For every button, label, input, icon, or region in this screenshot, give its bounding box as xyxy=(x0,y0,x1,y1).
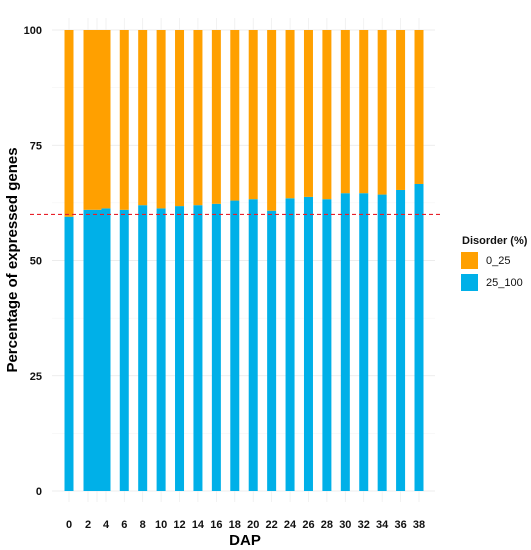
y-tick-label: 0 xyxy=(36,486,42,498)
bar-0_25-34 xyxy=(377,30,387,195)
bar-25_100-14 xyxy=(193,205,203,491)
x-tick-label: 32 xyxy=(358,519,370,531)
bar-25_100-24 xyxy=(285,198,295,491)
bar-25_100-28 xyxy=(322,199,332,491)
bar-0_25-8 xyxy=(138,30,148,206)
bar-0_25-4 xyxy=(101,30,111,209)
x-tick-label: 26 xyxy=(302,519,314,531)
bar-0_25-6 xyxy=(119,30,129,210)
bar-25_100-3 xyxy=(92,209,102,492)
bar-25_100-32 xyxy=(359,193,369,491)
bar-0_25-36 xyxy=(396,30,406,190)
bar-25_100-26 xyxy=(303,196,313,491)
bar-0_25-16 xyxy=(211,30,221,204)
legend-label-25_100: 25_100 xyxy=(486,277,523,289)
x-tick-label: 8 xyxy=(140,519,146,531)
bar-0_25-22 xyxy=(267,30,277,211)
bar-0_25-3 xyxy=(92,30,102,210)
bar-25_100-4 xyxy=(101,208,111,492)
bar-0_25-32 xyxy=(359,30,369,194)
bar-0_25-0 xyxy=(64,30,74,217)
x-axis-title: DAP xyxy=(229,532,261,549)
bar-0_25-10 xyxy=(156,30,166,209)
bar-25_100-22 xyxy=(267,210,277,491)
bar-25_100-10 xyxy=(156,208,166,492)
bar-0_25-14 xyxy=(193,30,203,206)
bar-0_25-30 xyxy=(340,30,350,194)
x-axis-ticks: 0 2 4 6 8 10 12 14 16 18 20 22 24 26 28 30 32 34 36 38 xyxy=(66,519,425,531)
bar-25_100-8 xyxy=(138,205,148,491)
x-tick-label: 12 xyxy=(173,519,185,531)
x-tick-label: 34 xyxy=(376,519,389,531)
legend-label-0_25: 0_25 xyxy=(486,255,510,267)
bar-25_100-34 xyxy=(377,194,387,491)
bar-0_25-26 xyxy=(303,30,313,197)
y-tick-label: 100 xyxy=(24,25,42,37)
y-tick-label: 25 xyxy=(30,371,42,383)
bar-0_25-20 xyxy=(248,30,258,200)
x-tick-label: 28 xyxy=(321,519,333,531)
bar-25_100-6 xyxy=(119,209,129,492)
legend-swatch-0_25 xyxy=(461,252,478,269)
bar-25_100-30 xyxy=(340,193,350,491)
x-tick-label: 22 xyxy=(266,519,278,531)
legend-title: Disorder (%) xyxy=(462,235,528,247)
bar-25_100-36 xyxy=(396,189,406,492)
x-tick-label: 4 xyxy=(103,519,110,531)
bar-25_100-38 xyxy=(414,183,424,491)
bar-0_25-38 xyxy=(414,30,424,184)
legend: Disorder (%) 0_25 25_100 xyxy=(461,235,528,291)
bar-0_25-28 xyxy=(322,30,332,200)
y-tick-label: 50 xyxy=(30,256,42,268)
x-tick-label: 14 xyxy=(192,519,205,531)
bar-0_25-24 xyxy=(285,30,295,199)
bar-25_100-18 xyxy=(230,200,240,491)
bar-25_100-12 xyxy=(175,206,185,492)
y-axis-title: Percentage of expressed genes xyxy=(4,147,21,372)
x-tick-label: 24 xyxy=(284,519,297,531)
x-tick-label: 20 xyxy=(247,519,259,531)
bar-0_25-18 xyxy=(230,30,240,201)
legend-swatch-25_100 xyxy=(461,274,478,291)
x-tick-label: 0 xyxy=(66,519,72,531)
y-axis-ticks: 0 25 50 75 100 xyxy=(24,25,42,498)
x-tick-label: 38 xyxy=(413,519,425,531)
bar-25_100-2 xyxy=(83,209,93,492)
x-tick-label: 2 xyxy=(85,519,91,531)
bar-0_25-12 xyxy=(175,30,185,207)
bar-25_100-16 xyxy=(211,203,221,491)
x-tick-label: 30 xyxy=(339,519,351,531)
x-tick-label: 36 xyxy=(394,519,406,531)
bar-25_100-0 xyxy=(64,216,74,491)
x-tick-label: 18 xyxy=(229,519,241,531)
x-tick-label: 10 xyxy=(155,519,167,531)
bar-0_25-2 xyxy=(83,30,93,210)
bar-25_100-20 xyxy=(248,199,258,491)
y-tick-label: 75 xyxy=(30,140,42,152)
bars xyxy=(64,30,424,492)
x-tick-label: 6 xyxy=(121,519,127,531)
x-tick-label: 16 xyxy=(210,519,222,531)
